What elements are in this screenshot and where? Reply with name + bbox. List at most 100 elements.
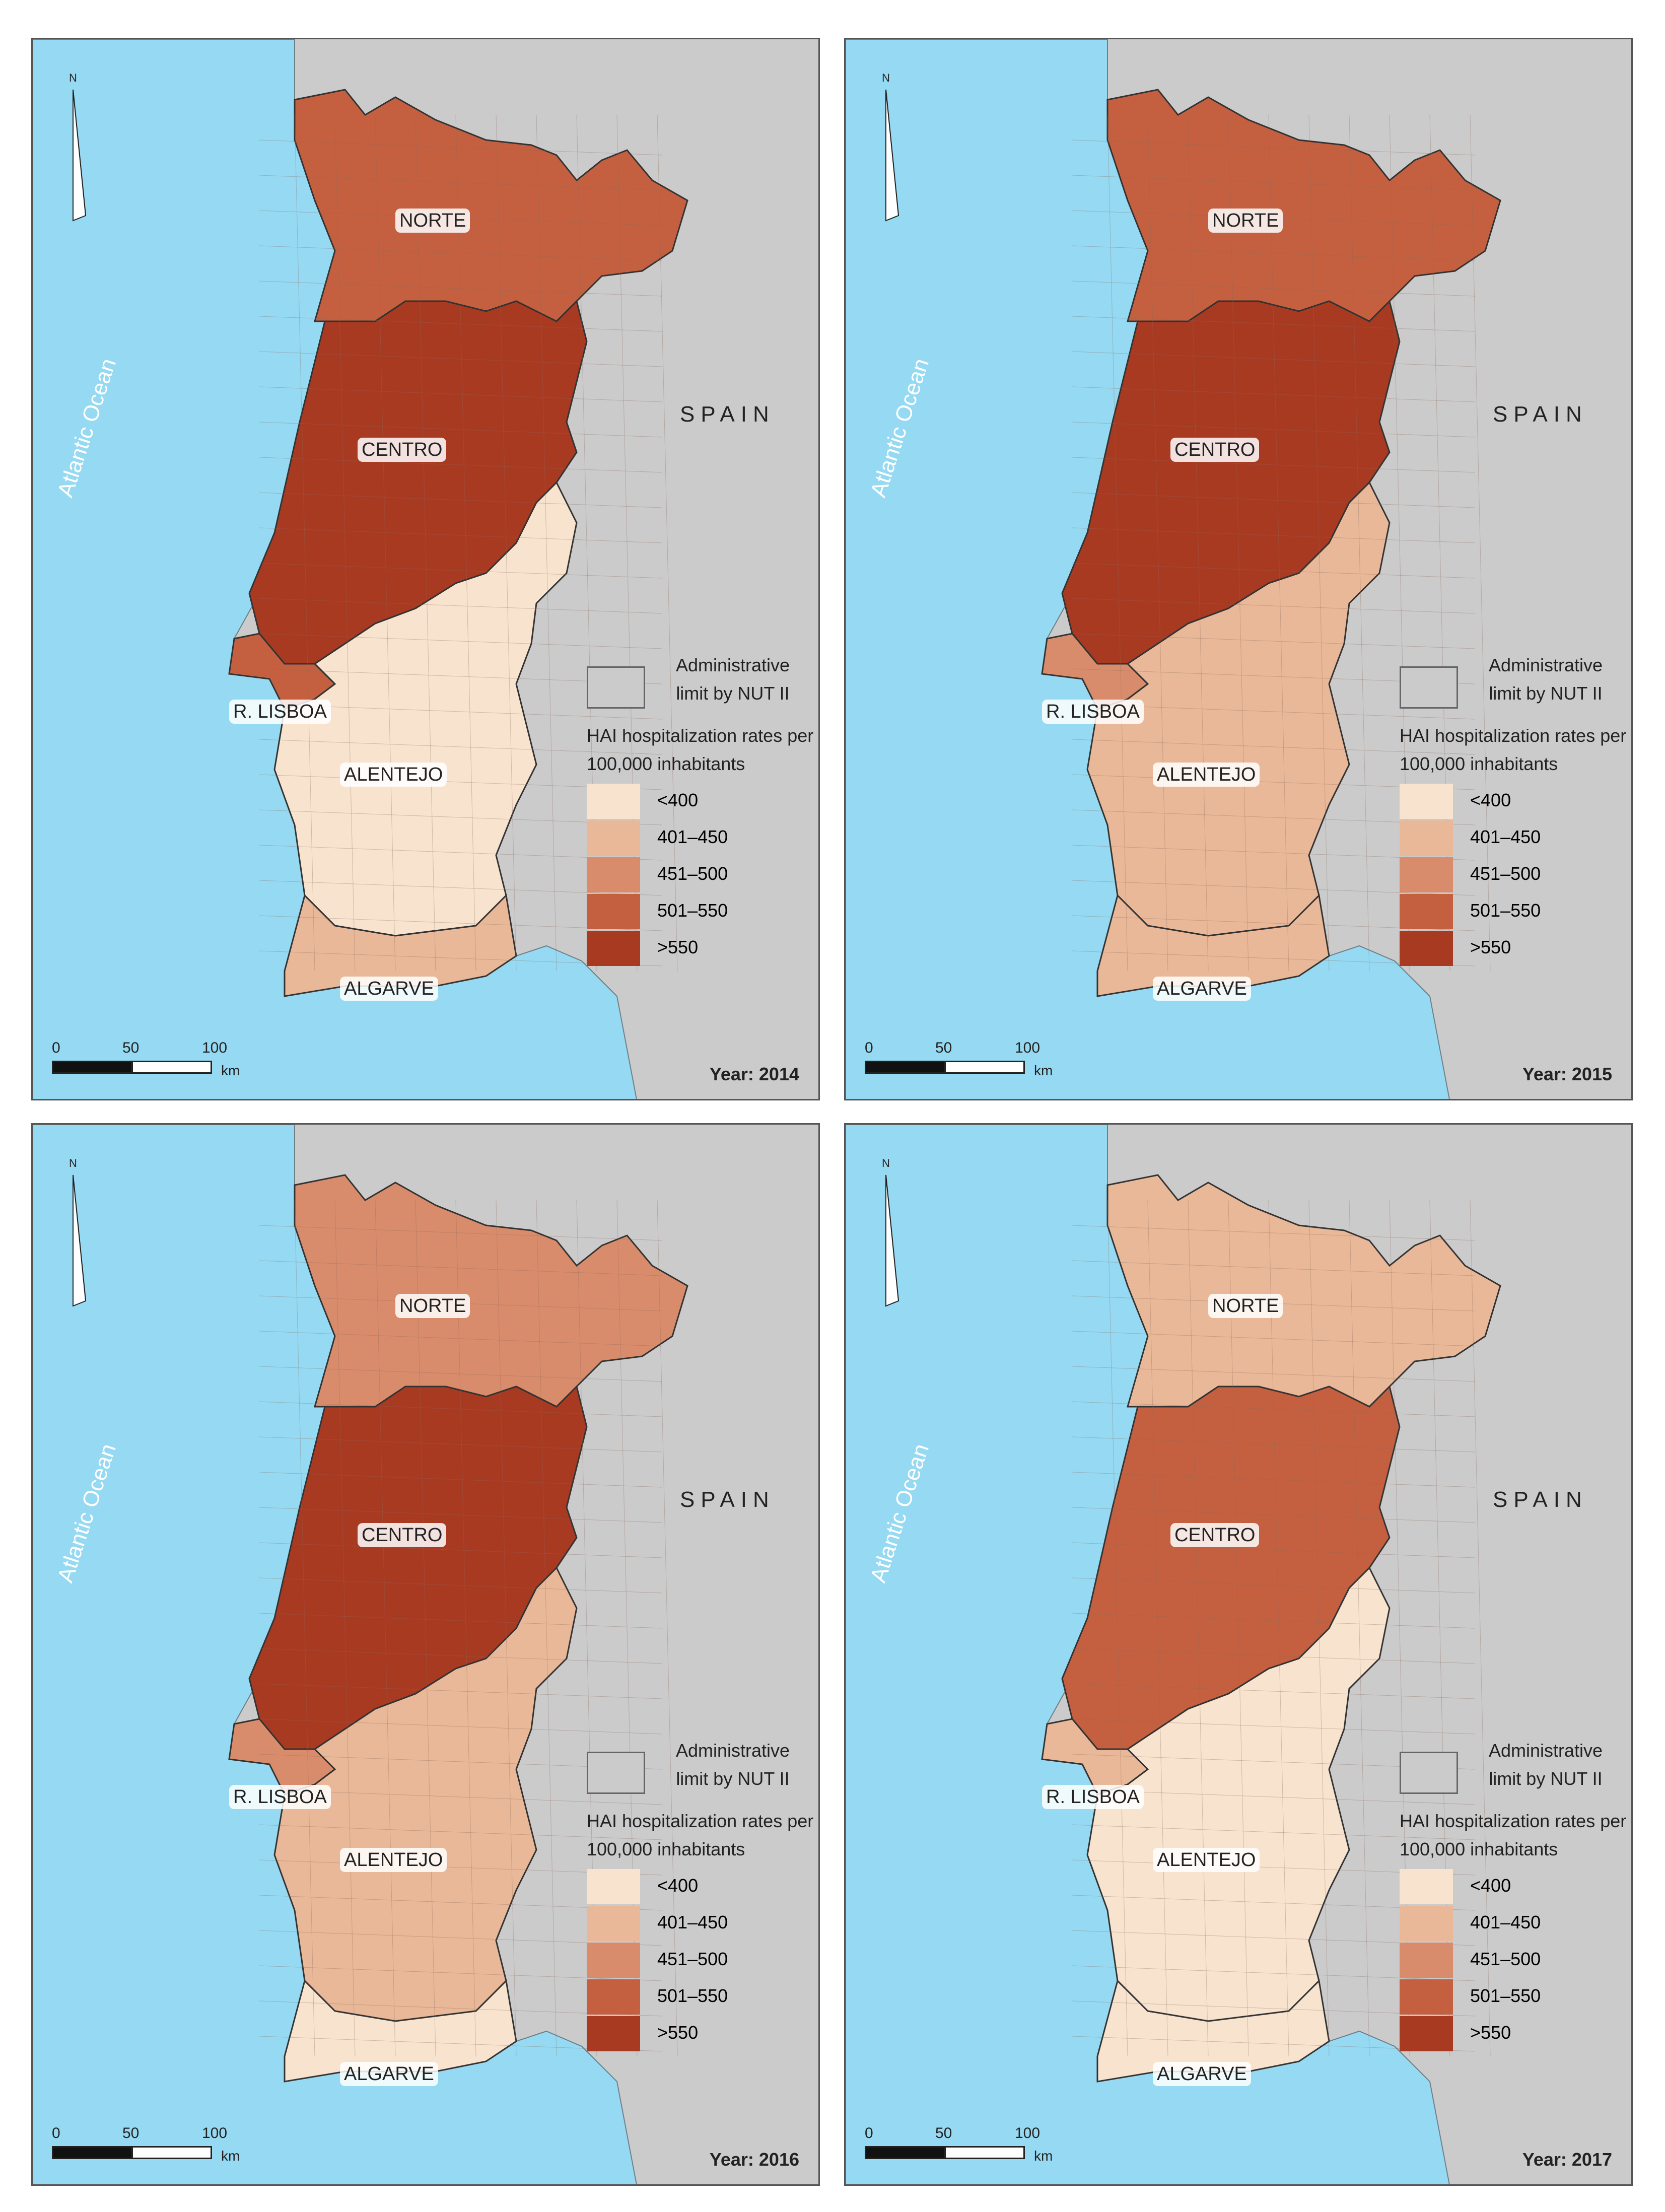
- legend-item: 401–450: [1400, 1906, 1601, 1941]
- region-alentejo: [1086, 481, 1391, 937]
- region-label-lisboa: R. LISBOA: [229, 700, 331, 724]
- legend-admin-swatch: [1400, 1752, 1458, 1794]
- scale-tick: 50: [935, 2125, 952, 2141]
- legend-label: <400: [1470, 790, 1511, 810]
- legend-admin-swatch: [1400, 666, 1458, 709]
- map-panel-2016: N Atlantic Ocean SPAIN NORTE CENTRO R. LISBOA…: [31, 1123, 820, 2186]
- legend-item: 401–450: [587, 820, 788, 856]
- scale-tick: 0: [52, 1040, 60, 1056]
- scale-unit: km: [1034, 1063, 1053, 1078]
- legend-swatch: [1400, 1869, 1453, 1904]
- scale-bar: 0 50 100 km: [52, 1040, 263, 1080]
- region-label-norte: NORTE: [1208, 1294, 1283, 1318]
- legend-item: >550: [1400, 2016, 1601, 2051]
- legend-admin-swatch: [587, 666, 645, 709]
- legend-label: 451–500: [1470, 1949, 1541, 1969]
- region-alentejo: [1086, 1566, 1391, 2022]
- legend-swatch: [1400, 784, 1453, 819]
- legend-swatch: [1400, 2016, 1453, 2051]
- legend-swatch: [587, 1943, 640, 1978]
- spain-label: SPAIN: [680, 402, 775, 427]
- legend-item: >550: [587, 931, 788, 966]
- legend-swatch: [587, 931, 640, 966]
- municipality-borders: [259, 114, 678, 972]
- scale-tick: 50: [122, 2125, 140, 2141]
- region-label-centro: CENTRO: [1170, 438, 1260, 462]
- legend-item: 501–550: [1400, 894, 1601, 929]
- year-label: Year: 2015: [1522, 1064, 1612, 1084]
- region-label-centro: CENTRO: [1170, 1523, 1260, 1547]
- region-label-alentejo: ALENTEJO: [340, 1848, 447, 1872]
- region-label-alentejo: ALENTEJO: [1153, 763, 1260, 787]
- spain-label: SPAIN: [1493, 1487, 1588, 1512]
- region-algarve: [1096, 893, 1330, 997]
- legend-swatch: [587, 1979, 640, 2015]
- legend-swatch: [1400, 1979, 1453, 2015]
- legend-swatch: [1400, 1906, 1453, 1941]
- scale-unit: km: [221, 2148, 240, 2164]
- year-label: Year: 2014: [709, 1064, 799, 1084]
- legend-label: >550: [1470, 937, 1511, 957]
- legend-admin-label: Administrative limit by NUT II: [675, 1740, 790, 1789]
- legend-admin-label: Administrative limit by NUT II: [675, 655, 790, 704]
- legend-swatch: [587, 2016, 640, 2051]
- legend-title: HAI hospitalization rates per 100,000 in…: [587, 1811, 814, 1859]
- region-label-lisboa: R. LISBOA: [1042, 700, 1144, 724]
- legend-item: 401–450: [1400, 820, 1601, 856]
- scale-unit: km: [1034, 2148, 1053, 2164]
- scale-tick: 0: [52, 2125, 60, 2141]
- scale-segment-black: [52, 1061, 132, 1074]
- legend-swatch: [587, 1869, 640, 1904]
- legend-label: 501–550: [1470, 900, 1541, 921]
- north-arrow-icon: N: [69, 72, 87, 222]
- legend-item: 401–450: [587, 1906, 788, 1941]
- legend-label: 451–500: [1470, 863, 1541, 884]
- legend-swatch: [587, 820, 640, 856]
- legend-item: <400: [587, 784, 788, 819]
- region-label-norte: NORTE: [395, 1294, 470, 1318]
- legend-swatch: [1400, 894, 1453, 929]
- scale-tick: 100: [1015, 2125, 1040, 2141]
- legend-label: 501–550: [657, 1985, 728, 2006]
- scale-segment-white: [944, 1061, 1025, 1074]
- legend-label: 401–450: [1470, 1912, 1541, 1932]
- north-arrow-icon: N: [882, 72, 899, 222]
- legend-label: 451–500: [657, 1949, 728, 1969]
- north-label: N: [69, 1157, 77, 1169]
- region-label-norte: NORTE: [1208, 209, 1283, 233]
- scale-bar: 0 50 100 km: [865, 1040, 1076, 1080]
- legend-label: <400: [657, 1875, 699, 1896]
- scale-tick: 100: [1015, 1040, 1040, 1056]
- legend-title: HAI hospitalization rates per 100,000 in…: [1400, 725, 1627, 774]
- choropleth-map: [846, 39, 1631, 1099]
- legend-item: <400: [1400, 1869, 1601, 1904]
- legend-swatch: [587, 894, 640, 929]
- north-arrow-icon: N: [69, 1157, 87, 1307]
- map-panel-2015: N Atlantic Ocean SPAIN NORTE CENTRO R. LISBOA…: [844, 38, 1633, 1100]
- region-label-centro: CENTRO: [358, 1523, 447, 1547]
- region-label-algarve: ALGARVE: [1153, 977, 1251, 1001]
- region-label-algarve: ALGARVE: [340, 977, 438, 1001]
- scale-segment-black: [865, 1061, 945, 1074]
- north-arrow-icon: N: [882, 1157, 899, 1307]
- spain-label: SPAIN: [680, 1487, 775, 1512]
- legend-admin-label: Administrative limit by NUT II: [1488, 655, 1603, 704]
- region-algarve: [284, 1979, 517, 2083]
- legend-item: 501–550: [587, 1979, 788, 2015]
- region-label-alentejo: ALENTEJO: [340, 763, 447, 787]
- legend-swatch: [587, 1906, 640, 1941]
- legend-item: 501–550: [587, 894, 788, 929]
- scale-unit: km: [221, 1063, 240, 1078]
- legend-swatch: [587, 857, 640, 892]
- region-label-norte: NORTE: [395, 209, 470, 233]
- legend-item: >550: [1400, 931, 1601, 966]
- scale-tick: 0: [865, 1040, 873, 1056]
- scale-segment-white: [944, 2146, 1025, 2159]
- legend-item: <400: [587, 1869, 788, 1904]
- legend-item: 451–500: [587, 857, 788, 892]
- year-label: Year: 2016: [709, 2149, 799, 2170]
- north-label: N: [882, 1157, 890, 1169]
- legend-label: >550: [657, 2022, 699, 2043]
- north-label: N: [882, 72, 890, 84]
- region-label-algarve: ALGARVE: [340, 2062, 438, 2086]
